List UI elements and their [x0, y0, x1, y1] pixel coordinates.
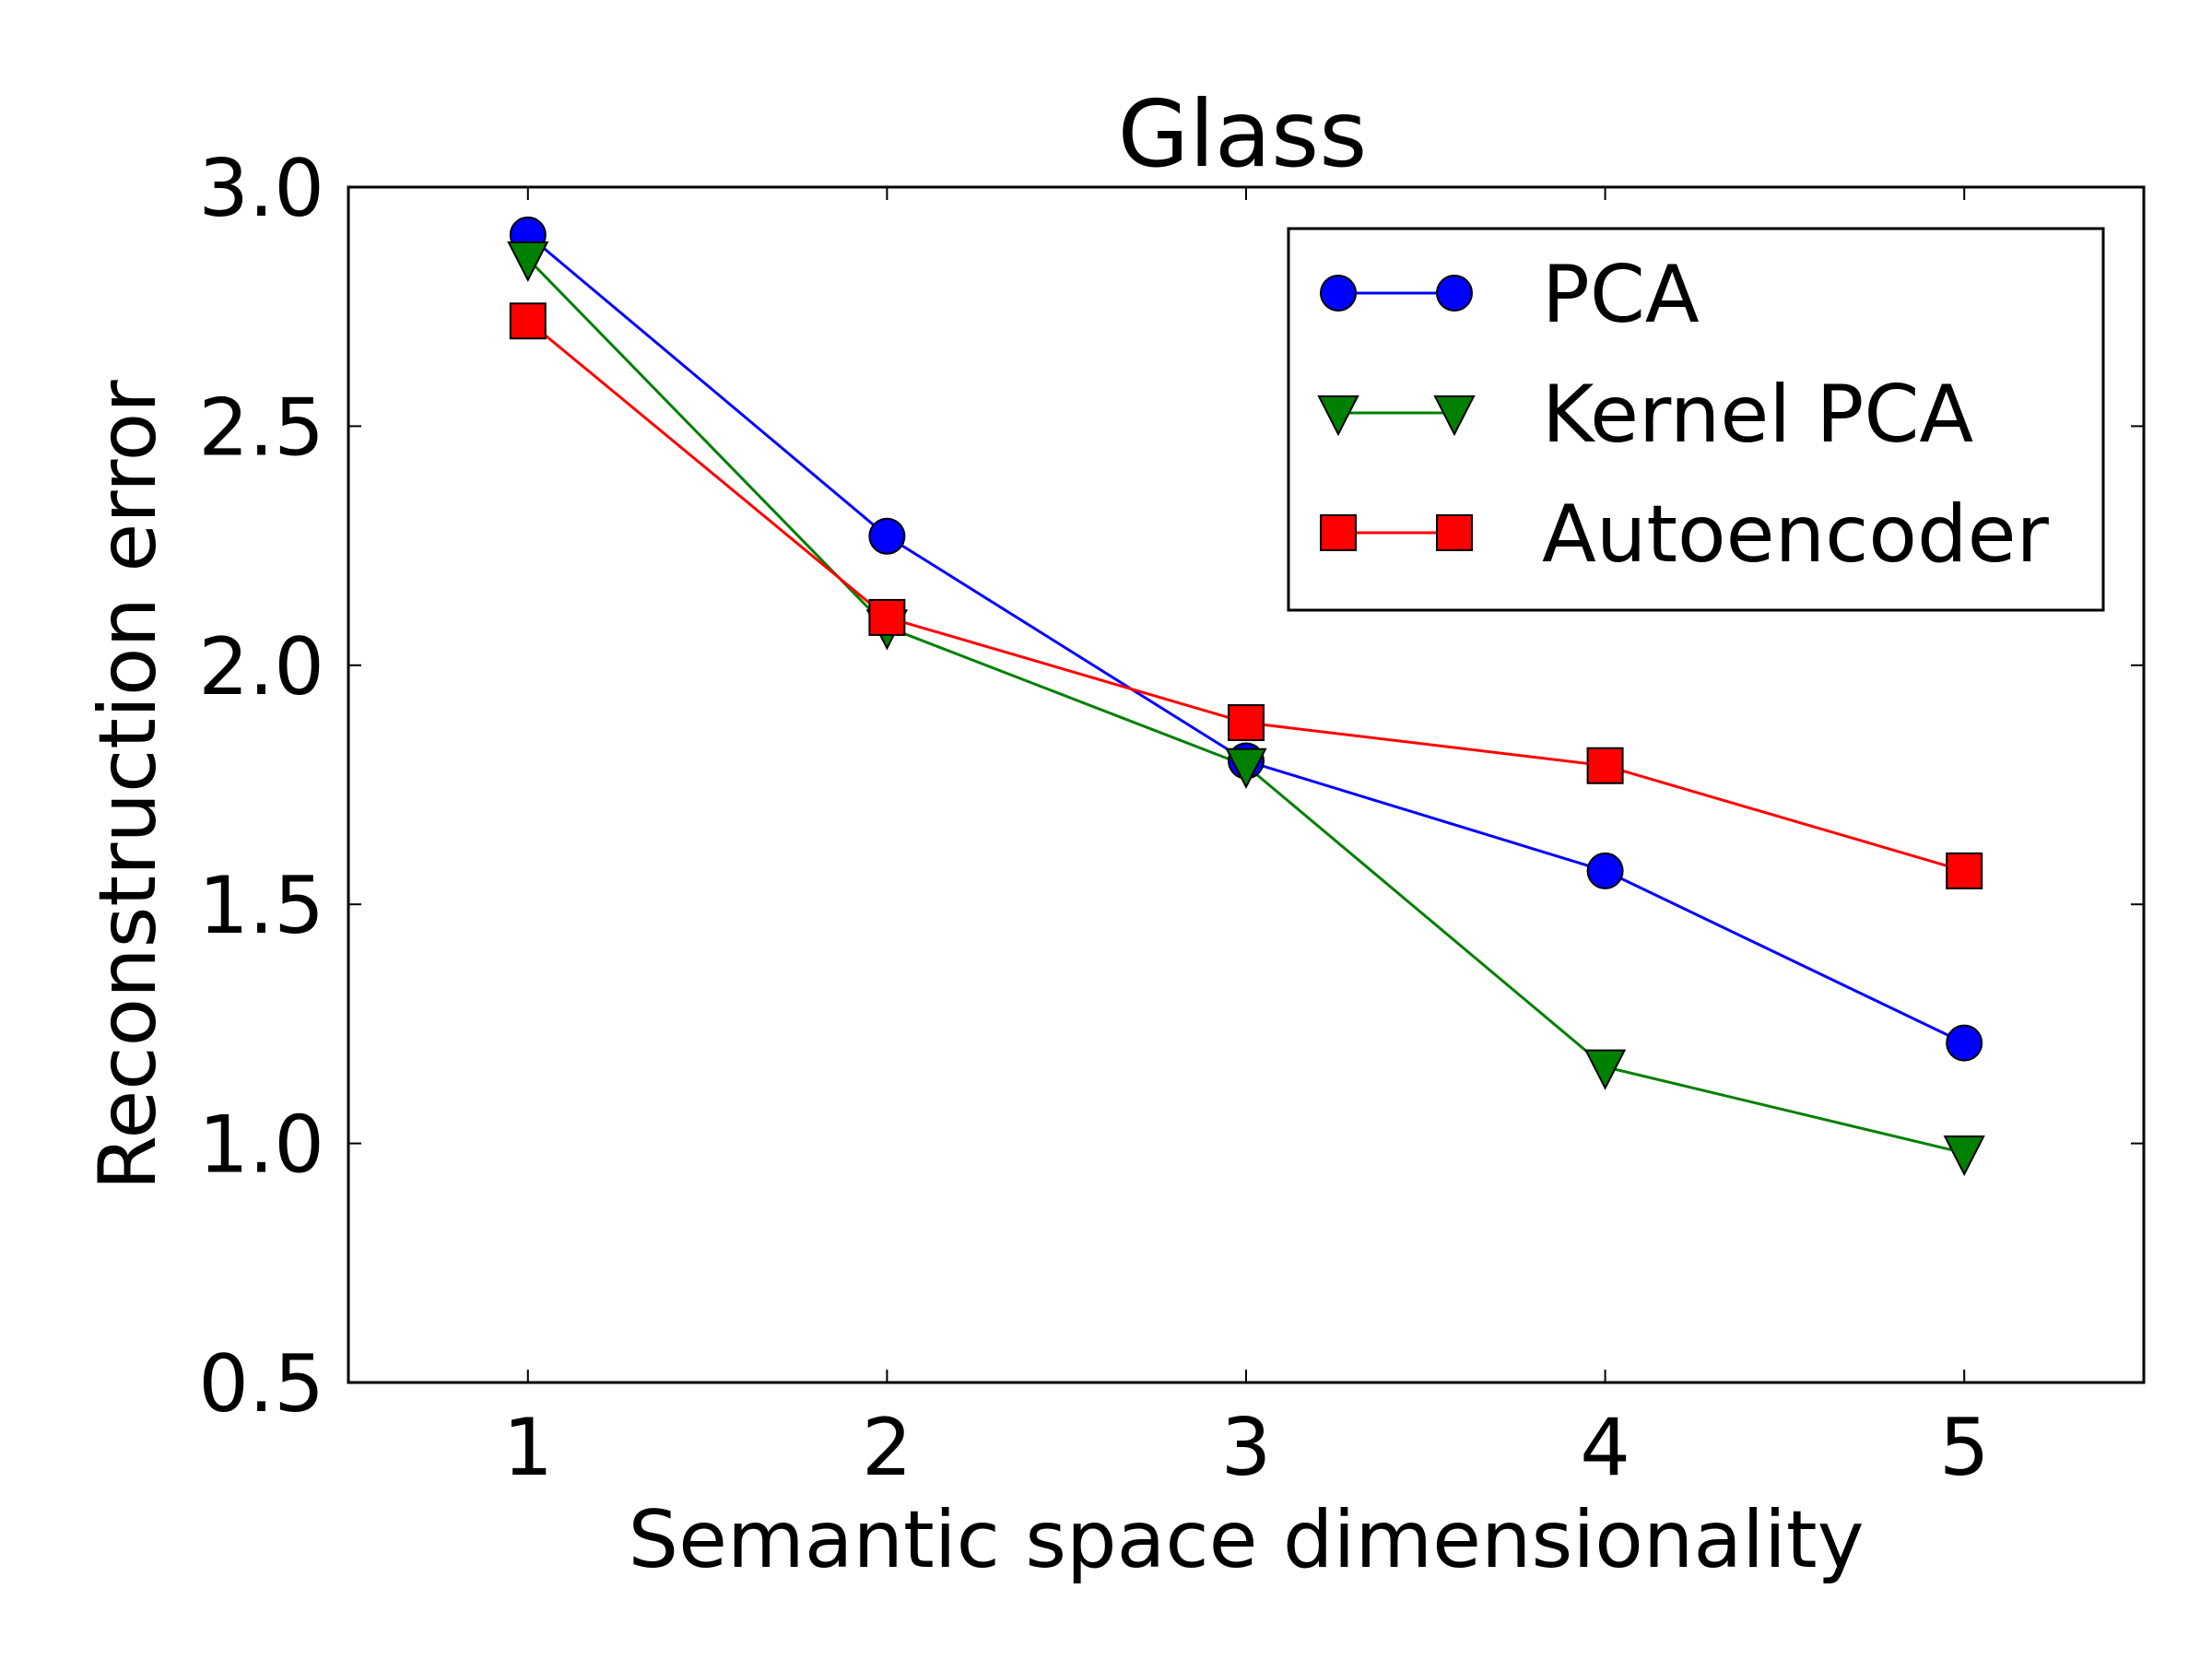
legend-marker: [1433, 395, 1476, 437]
data-point: [868, 517, 906, 555]
x-tick-label: 1: [502, 1402, 553, 1494]
data-point: [868, 598, 906, 636]
data-point: [507, 241, 549, 283]
x-tick-label: 4: [1580, 1402, 1630, 1494]
data-point: [1943, 1135, 1985, 1177]
legend-marker: [1320, 514, 1357, 551]
axis-ticks: 1 2 3 4 5 0.5 1.0 1.5 2.0 2.5 3.0: [198, 143, 2144, 1494]
y-tick-label: 0.5: [198, 1338, 324, 1430]
legend-marker: [1436, 514, 1473, 551]
legend-marker: [1317, 395, 1359, 437]
y-axis-label: Reconstruction error: [82, 380, 174, 1191]
x-axis-label: Semantic space dimensionality: [629, 1494, 1865, 1586]
data-point: [509, 302, 547, 340]
plot-series: [507, 216, 1985, 1177]
legend-label: Kernel PCA: [1542, 369, 1973, 461]
x-tick-label: 5: [1939, 1402, 1990, 1494]
plot-frame: [347, 185, 2146, 1384]
legend-marker: [1320, 275, 1357, 312]
data-point: [1225, 747, 1267, 789]
x-tick-label: 3: [1221, 1402, 1272, 1494]
data-point: [1586, 852, 1624, 889]
legend-marker: [1436, 275, 1473, 312]
legend: PCA Kernel PCA Autoencoder: [1287, 227, 2105, 612]
data-point: [1946, 1024, 1983, 1062]
x-tick-label: 2: [862, 1402, 912, 1494]
y-tick-label: 2.0: [198, 621, 324, 713]
y-tick-label: 1.0: [198, 1100, 324, 1192]
legend-label: Autoencoder: [1542, 488, 2049, 581]
legend-label: PCA: [1542, 249, 1700, 341]
y-tick-label: 3.0: [198, 143, 324, 235]
data-point: [1583, 1049, 1627, 1090]
y-tick-label: 1.5: [198, 860, 324, 952]
data-point: [1586, 747, 1624, 784]
data-point: [1946, 852, 1983, 889]
chart-title: Glass: [1118, 80, 1368, 188]
data-point: [1228, 704, 1265, 742]
y-tick-label: 2.5: [198, 382, 324, 474]
